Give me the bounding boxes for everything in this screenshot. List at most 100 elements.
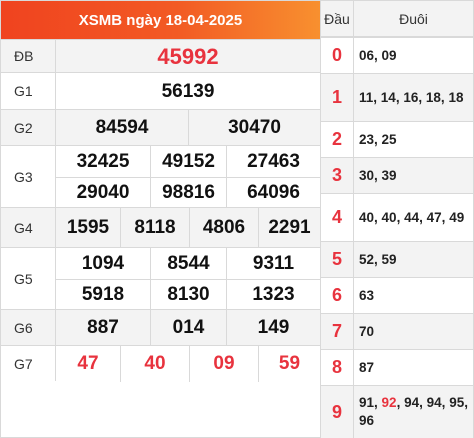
prize-number: 4806 <box>189 208 258 248</box>
loto-tail-number: 39 <box>381 167 397 183</box>
prize-number: 8118 <box>120 208 189 248</box>
loto-tail-number: 18 <box>425 89 441 105</box>
prize-numbers: 84594 30470 <box>56 110 320 146</box>
loto-head-digit: 5 <box>321 242 354 277</box>
prize-number: 1094 <box>81 252 125 274</box>
prize-number: 56139 <box>161 80 215 102</box>
loto-tail-number: 25 <box>381 131 397 147</box>
prize-number: 149 <box>226 310 320 346</box>
loto-tail-number: 63 <box>359 287 375 303</box>
prize-label: G1 <box>1 73 56 109</box>
prize-numbers: 47 40 09 59 <box>56 346 320 382</box>
loto-tail-number: 49 <box>449 209 465 225</box>
prize-number: 887 <box>87 317 119 338</box>
prize-numbers: 45992 <box>56 40 320 72</box>
loto-tail-number: 09 <box>381 47 397 63</box>
loto-tail-number: 95 <box>449 395 465 410</box>
loto-tail-number: 94 <box>404 395 420 410</box>
loto-tail-number: 59 <box>381 251 397 267</box>
loto-row-1: 1 11, 14, 16, 18, 18 <box>321 73 473 121</box>
prize-number: 1323 <box>226 279 320 310</box>
prize-number: 84594 <box>95 117 149 138</box>
prize-label: G6 <box>1 310 56 345</box>
prize-number: 27463 <box>226 146 320 177</box>
prize-number: 9311 <box>226 248 320 279</box>
prize-number: 45992 <box>157 43 219 69</box>
prize-row-g2: G2 84594 30470 <box>1 109 320 146</box>
loto-tail-number: 30 <box>359 167 375 183</box>
prize-number: 32425 <box>76 150 130 172</box>
loto-tail-number: 23 <box>359 131 375 147</box>
loto-tails: 11, 14, 16, 18, 18 <box>359 89 464 105</box>
prize-label: G2 <box>1 110 56 145</box>
loto-head-label: Đầu <box>321 1 354 37</box>
prize-number: 29040 <box>56 177 150 208</box>
loto-row-9: 9 91, 92, 94, 94, 95, 96 <box>321 385 473 438</box>
loto-tails: 91, 92, 94, 94, 95, 96 <box>359 395 468 428</box>
loto-row-7: 7 70 <box>321 313 473 349</box>
loto-tail-number: 11 <box>359 89 374 105</box>
prize-number: 30470 <box>188 110 320 146</box>
loto-head-digit: 0 <box>321 38 354 73</box>
prize-number: 40 <box>120 346 189 382</box>
loto-head-digit: 1 <box>321 74 354 121</box>
loto-row-5: 5 52, 59 <box>321 241 473 277</box>
loto-row-8: 8 87 <box>321 349 473 385</box>
prize-number: 09 <box>189 346 258 382</box>
loto-tail-number: 18 <box>448 89 464 105</box>
loto-tail-number: 47 <box>426 209 442 225</box>
prize-number: 98816 <box>150 177 226 208</box>
loto-head-digit: 3 <box>321 158 354 193</box>
loto-head-digit: 8 <box>321 350 354 385</box>
prize-label: G7 <box>1 346 56 381</box>
prize-number: 64096 <box>226 177 320 208</box>
prize-row-g5: G5 1094 8544 9311 5918 8130 1323 <box>1 247 320 310</box>
loto-tail-number: 16 <box>403 89 419 105</box>
prize-number: 49152 <box>150 146 226 177</box>
results-title: XSMB ngày 18-04-2025 <box>1 1 320 39</box>
prize-numbers: 56139 <box>56 73 320 109</box>
loto-tail-number: 44 <box>404 209 420 225</box>
prize-label: G3 <box>1 146 56 207</box>
loto-row-4: 4 40, 40, 44, 47, 49 <box>321 193 473 241</box>
loto-tail-number: 70 <box>359 323 375 339</box>
loto-head-digit: 9 <box>321 386 354 438</box>
prize-row-g1: G1 56139 <box>1 72 320 109</box>
loto-tail-number: 40 <box>381 209 397 225</box>
prize-numbers: 1595 8118 4806 2291 <box>56 208 320 248</box>
prize-numbers: 887 014 149 <box>56 310 320 346</box>
prize-row-g4: G4 1595 8118 4806 2291 <box>1 207 320 248</box>
loto-row-2: 2 23, 25 <box>321 121 473 157</box>
loto-tail-number: 06 <box>359 47 375 63</box>
loto-tail-number: 96 <box>359 413 375 428</box>
loto-tail-label: Đuôi <box>399 11 428 27</box>
loto-row-0: 0 06, 09 <box>321 37 473 73</box>
prize-number: 8130 <box>150 279 226 310</box>
loto-tail-number: 40 <box>359 209 375 225</box>
loto-tails: 87 <box>354 350 473 385</box>
prize-label: G5 <box>1 248 56 309</box>
loto-tails: 23, 25 <box>359 131 397 147</box>
loto-tail-number: 92 <box>381 395 397 410</box>
prize-number: 014 <box>150 310 226 346</box>
prize-number: 1595 <box>66 217 110 238</box>
loto-tail-number: 94 <box>426 395 442 410</box>
loto-tails: 40, 40, 44, 47, 49 <box>359 209 465 225</box>
loto-tail-number: 52 <box>359 251 375 267</box>
prize-number: 8544 <box>150 248 226 279</box>
prize-numbers: 1094 8544 9311 5918 8130 1323 <box>56 248 320 310</box>
prize-number: 59 <box>258 346 320 382</box>
prize-number: 47 <box>77 353 99 374</box>
prize-numbers: 32425 49152 27463 29040 98816 64096 <box>56 146 320 208</box>
prize-label: ĐB <box>1 40 56 72</box>
prize-row-g6: G6 887 014 149 <box>1 309 320 346</box>
loto-head-digit: 6 <box>321 278 354 313</box>
prize-row-đb: ĐB 45992 <box>1 39 320 72</box>
loto-header: Đầu Đuôi <box>321 1 473 37</box>
loto-head-digit: 2 <box>321 122 354 157</box>
prize-number: 5918 <box>56 279 150 310</box>
loto-table: Đầu Đuôi 0 06, 09 1 11, 14, 16, 18, 18 2 23, … <box>321 0 474 438</box>
loto-row-3: 3 30, 39 <box>321 157 473 193</box>
loto-head-digit: 7 <box>321 314 354 349</box>
prize-number: 2291 <box>258 208 320 248</box>
